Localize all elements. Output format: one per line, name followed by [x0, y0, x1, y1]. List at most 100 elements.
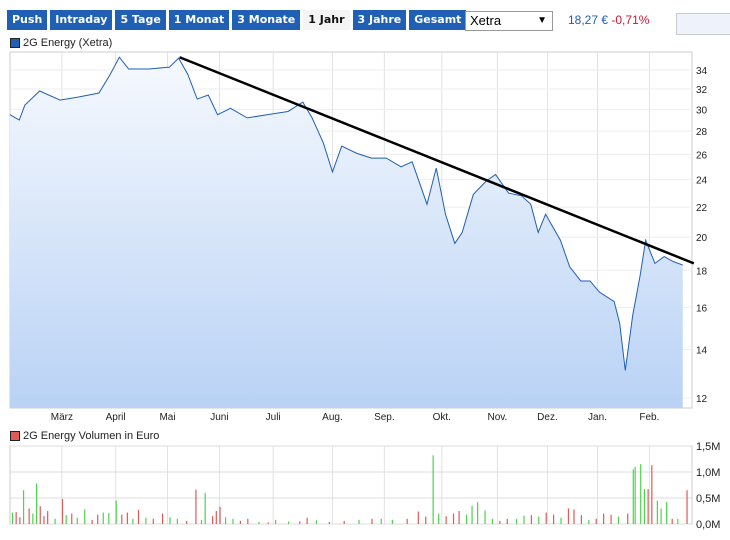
y-tick-label: 34: [696, 66, 708, 77]
tab-3-monate[interactable]: 3 Monate: [232, 10, 301, 30]
trendline: [179, 56, 695, 265]
volume-bar: [632, 469, 634, 524]
legend-swatch-icon: [10, 431, 20, 441]
y-tick-label: 20: [696, 233, 708, 244]
y-tick-label: 30: [696, 105, 708, 116]
volume-bar: [224, 517, 227, 524]
volume-bar: [553, 514, 555, 524]
volume-bar: [656, 500, 658, 524]
volume-bar: [287, 521, 290, 524]
price-area: [10, 57, 683, 408]
quote-price: 18,27 €: [568, 13, 609, 27]
y-tick-label: 16: [696, 303, 708, 314]
quote-change: -0,71%: [611, 13, 650, 27]
tab-1-jahr[interactable]: 1 Jahr: [303, 10, 350, 30]
volume-bar: [22, 490, 25, 524]
volume-bar: [212, 516, 214, 524]
volume-bar: [523, 515, 525, 524]
volume-bar: [686, 490, 688, 524]
volume-bar: [39, 506, 41, 524]
volume-bar: [11, 512, 14, 524]
volume-bar: [299, 521, 301, 524]
tab-push[interactable]: Push: [7, 10, 48, 30]
y-tick-label: 28: [696, 127, 708, 138]
price-legend-label: 2G Energy (Xetra): [23, 37, 113, 49]
volume-bar: [35, 483, 38, 524]
volume-legend: 2G Energy Volumen in Euro: [10, 430, 159, 442]
volume-bar: [232, 518, 234, 524]
volume-bar: [215, 511, 217, 524]
x-tick-label: Okt.: [433, 412, 451, 423]
x-tick-label: Juni: [210, 412, 228, 423]
y-tick-label: 14: [696, 345, 708, 356]
volume-bar: [499, 520, 501, 524]
tab-3-jahre[interactable]: 3 Jahre: [352, 10, 407, 30]
volume-bar: [115, 500, 117, 524]
volume-bar: [515, 518, 518, 524]
volume-bar: [219, 506, 221, 524]
volume-bar: [176, 518, 178, 524]
volume-tick-label: 0,5M: [696, 493, 720, 505]
volume-bar: [595, 518, 597, 524]
volume-bar: [102, 512, 104, 524]
volume-bar: [28, 508, 30, 524]
volume-bar: [97, 514, 99, 524]
volume-bar: [671, 518, 673, 524]
x-tick-label: Feb.: [639, 412, 659, 423]
chevron-down-icon: ▼: [537, 15, 547, 26]
volume-bar: [371, 518, 373, 524]
y-tick-label: 32: [696, 85, 708, 96]
volume-bar: [391, 519, 393, 524]
price-line: [9, 56, 683, 371]
quote: 18,27 € -0,71%: [568, 13, 649, 27]
mini-chart-thumbnail[interactable]: [676, 13, 730, 35]
volume-bar: [452, 513, 455, 524]
volume-bar: [358, 519, 360, 524]
volume-bar: [651, 465, 653, 524]
y-tick-label: 12: [696, 394, 708, 405]
volume-bar: [204, 492, 206, 524]
volume-bar: [573, 509, 575, 524]
volume-bar: [506, 518, 508, 524]
tab-gesamt[interactable]: Gesamt: [409, 10, 467, 30]
volume-bar: [65, 515, 67, 524]
volume-bar: [445, 516, 447, 524]
volume-bar: [458, 511, 460, 524]
volume-bar: [195, 489, 197, 524]
y-tick-label: 22: [696, 203, 708, 214]
volume-bar: [538, 516, 540, 524]
volume-bar: [471, 505, 473, 524]
tab-1-monat[interactable]: 1 Monat: [168, 10, 230, 30]
volume-bar: [47, 511, 49, 524]
legend-swatch-icon: [10, 38, 20, 48]
volume-bar: [19, 517, 21, 524]
exchange-select-value: Xetra: [470, 13, 502, 28]
volume-bar: [406, 518, 408, 524]
volume-bar: [432, 455, 434, 524]
volume-plot-area: [9, 445, 693, 525]
x-tick-label: Juli: [266, 412, 281, 423]
volume-bar: [315, 520, 317, 524]
volume-bar: [545, 512, 547, 524]
volume-bar: [306, 517, 308, 524]
volume-bar: [666, 502, 668, 524]
x-tick-label: Jan.: [588, 412, 607, 423]
x-tick-label: Dez.: [537, 412, 558, 423]
volume-bar: [634, 466, 636, 524]
volume-bar: [76, 517, 78, 524]
volume-bar: [71, 513, 73, 524]
volume-bar: [126, 512, 128, 524]
volume-bar: [247, 518, 249, 524]
volume-bar: [275, 519, 277, 524]
volume-bar: [121, 514, 123, 524]
x-tick-label: Sep.: [374, 412, 395, 423]
volume-bar: [588, 519, 590, 524]
volume-bar: [477, 502, 479, 524]
timeframe-tabs: Push Intraday 5 Tage 1 Monat 3 Monate 1 Jahr 3…: [7, 10, 467, 30]
tab-5-tage[interactable]: 5 Tage: [115, 10, 166, 30]
volume-bar: [560, 517, 562, 524]
tab-intraday[interactable]: Intraday: [50, 10, 113, 30]
y-tick-label: 18: [696, 266, 708, 277]
exchange-select[interactable]: Xetra ▼: [465, 11, 553, 31]
